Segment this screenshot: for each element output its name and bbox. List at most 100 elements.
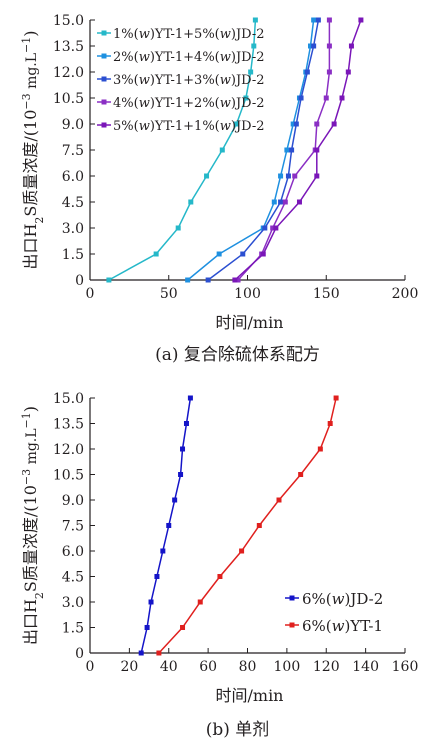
y-tick-label: 6.0 bbox=[62, 544, 84, 560]
y-tick-label: 1.5 bbox=[62, 621, 84, 637]
data-point bbox=[187, 395, 193, 401]
y-tick-label: 4.5 bbox=[62, 570, 84, 586]
y-tick-label: 12.0 bbox=[53, 65, 84, 81]
data-point bbox=[217, 574, 223, 579]
data-point bbox=[358, 17, 364, 23]
legend-label: 3%(w)YT-1+3%(w)JD-2 bbox=[113, 73, 265, 88]
y-tick-label: 15.0 bbox=[53, 391, 84, 407]
data-point bbox=[345, 69, 351, 75]
y-title-sub: 2 bbox=[33, 592, 46, 599]
data-point bbox=[304, 69, 310, 75]
y-title-unit: mg.L bbox=[24, 428, 40, 468]
data-point bbox=[270, 225, 276, 231]
data-point bbox=[148, 599, 154, 605]
x-tick-label: 50 bbox=[160, 286, 178, 302]
data-point bbox=[285, 173, 291, 179]
data-point bbox=[160, 548, 166, 554]
data-point bbox=[216, 251, 222, 257]
y-tick-label: 15.0 bbox=[53, 13, 84, 29]
series-line-2 bbox=[158, 397, 337, 654]
data-point bbox=[175, 225, 181, 231]
data-point bbox=[331, 121, 337, 127]
data-point bbox=[178, 472, 184, 477]
data-point bbox=[296, 199, 302, 205]
x-tick-label: 0 bbox=[86, 659, 95, 675]
data-point bbox=[284, 147, 290, 153]
data-point bbox=[315, 17, 321, 23]
y-title-sup: −3 bbox=[20, 469, 33, 485]
y-title-sup: −3 bbox=[20, 93, 33, 109]
data-point bbox=[144, 625, 150, 630]
x-tick-label: 150 bbox=[313, 286, 340, 302]
data-point bbox=[239, 548, 245, 554]
legend-marker bbox=[101, 53, 107, 59]
data-point bbox=[240, 251, 246, 257]
data-point bbox=[154, 574, 160, 579]
x-tick-label: 80 bbox=[239, 659, 257, 675]
data-point bbox=[248, 69, 254, 75]
legend-marker bbox=[101, 30, 107, 36]
x-tick-label: 160 bbox=[392, 659, 419, 675]
legend-marker bbox=[289, 622, 295, 628]
data-point bbox=[326, 69, 332, 75]
legend-marker bbox=[101, 76, 107, 82]
x-tick-label: 100 bbox=[274, 659, 301, 675]
data-point bbox=[166, 523, 172, 528]
y-tick-label: 3.0 bbox=[62, 221, 84, 237]
data-point bbox=[278, 173, 284, 179]
x-tick-label: 200 bbox=[392, 286, 419, 302]
data-point bbox=[243, 95, 249, 101]
x-tick-label: 40 bbox=[160, 659, 178, 675]
y-axis-title: 出口H2S质量浓度/(10−3 mg.L−1) bbox=[20, 30, 46, 269]
legend-label: 6%(w)YT-1 bbox=[302, 617, 383, 635]
data-point bbox=[156, 650, 162, 656]
legend-marker bbox=[101, 122, 107, 128]
data-point bbox=[326, 17, 332, 23]
data-point bbox=[204, 173, 210, 179]
data-point bbox=[205, 277, 211, 283]
y-tick-label: 12.0 bbox=[53, 442, 84, 458]
x-tick-label: 0 bbox=[86, 286, 95, 302]
y-title-sub: 2 bbox=[33, 217, 46, 224]
data-point bbox=[311, 43, 317, 49]
data-point bbox=[348, 43, 354, 49]
y-tick-label: 9.0 bbox=[62, 117, 84, 133]
data-point bbox=[293, 121, 299, 127]
chart-panel-b: 0 1.5 3.0 4.5 6.0 7.5 9.0 10.5 12.0 13.5 15.0 0 20 40… bbox=[20, 391, 419, 740]
data-point bbox=[262, 225, 268, 231]
y-tick-label: 3.0 bbox=[62, 595, 84, 611]
data-point bbox=[289, 147, 295, 153]
data-point bbox=[298, 472, 304, 477]
y-axis-title: 出口H2S质量浓度/(10−3 mg.L−1) bbox=[20, 406, 46, 645]
y-title-main: 出口H bbox=[21, 599, 40, 645]
data-point bbox=[251, 43, 257, 49]
y-title-rest: S质量浓度/(10 bbox=[21, 110, 40, 217]
data-point bbox=[219, 147, 225, 153]
data-point bbox=[333, 395, 339, 401]
data-point bbox=[323, 95, 329, 101]
x-tick-label: 20 bbox=[120, 659, 138, 675]
data-point bbox=[314, 173, 320, 179]
legend-marker bbox=[289, 595, 295, 601]
data-point bbox=[326, 43, 332, 49]
data-point bbox=[188, 199, 194, 205]
data-point bbox=[232, 277, 238, 283]
y-title-unit: mg.L bbox=[24, 53, 40, 93]
data-point bbox=[271, 199, 277, 205]
data-point bbox=[233, 121, 239, 127]
y-tick-label: 13.5 bbox=[53, 39, 84, 55]
chart-panel-a: 0 1.5 3.0 4.5 6.0 7.5 9.0 10.5 12.0 13.5 15.0 0 50 10… bbox=[20, 13, 419, 365]
y-tick-label: 6.0 bbox=[62, 169, 84, 185]
y-tick-label: 10.5 bbox=[53, 91, 84, 107]
data-point bbox=[197, 599, 203, 605]
x-axis-title: 时间/min bbox=[216, 686, 284, 705]
data-point bbox=[298, 95, 304, 101]
data-point bbox=[260, 251, 266, 257]
chart-caption: (a) 复合除硫体系配方 bbox=[155, 345, 320, 365]
legend-label: 2%(w)YT-1+4%(w)JD-2 bbox=[113, 50, 265, 65]
y-tick-label: 1.5 bbox=[62, 247, 84, 263]
data-point bbox=[317, 446, 323, 452]
data-point bbox=[138, 650, 144, 656]
data-point bbox=[252, 17, 258, 23]
